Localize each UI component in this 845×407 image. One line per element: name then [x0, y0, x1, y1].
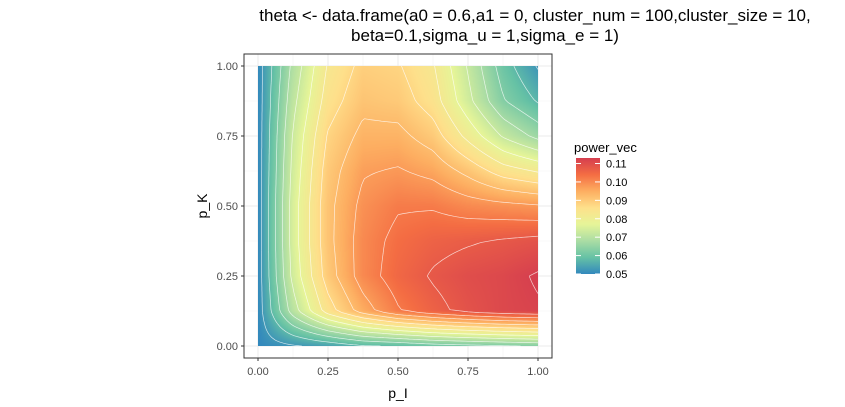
contour-line [275, 65, 539, 347]
x-axis: 0.00 0.25 0.50 0.75 1.00 [247, 358, 549, 378]
y-tick-label: 0.50 [217, 201, 238, 213]
heatmap-surface [258, 66, 538, 346]
contour-line [268, 65, 539, 347]
legend-label: 0.06 [606, 251, 627, 263]
x-axis-title: p_I [388, 385, 407, 401]
contour-line [426, 235, 539, 315]
x-tick-label: 0.00 [247, 366, 268, 378]
legend-label: 0.10 [606, 177, 627, 189]
y-axis: 0.00 0.25 0.50 0.75 1.00 [217, 61, 244, 353]
contour-line [352, 166, 539, 322]
contour-line [309, 65, 539, 333]
contour-line [261, 65, 539, 347]
contour-line [380, 210, 539, 319]
x-tick-label: 0.75 [457, 366, 478, 378]
contour-line [528, 271, 539, 294]
chart-title: theta <- data.frame(a0 = 0.6,a1 = 0, clu… [259, 6, 810, 45]
legend-label: 0.11 [606, 159, 627, 171]
legend-title: power_vec [574, 140, 637, 155]
legend-colorbar [576, 158, 600, 274]
y-tick-label: 1.00 [217, 61, 238, 73]
x-tick-label: 1.00 [527, 366, 548, 378]
contour-line [282, 65, 539, 344]
y-tick-label: 0.75 [217, 131, 238, 143]
legend: power_vec 0.05 0.06 0.07 0.08 0.09 0.10 0.11 [574, 140, 637, 281]
contour-line [298, 65, 539, 336]
y-axis-title: p_K [194, 193, 210, 219]
contour-line [333, 118, 539, 326]
legend-ticks: 0.05 0.06 0.07 0.08 0.09 0.10 0.11 [576, 159, 627, 281]
legend-label: 0.08 [606, 214, 627, 226]
contour-lines [261, 65, 539, 347]
x-tick-label: 0.25 [317, 366, 338, 378]
y-tick-label: 0.25 [217, 271, 238, 283]
legend-label: 0.09 [606, 195, 627, 207]
x-tick-label: 0.50 [387, 366, 408, 378]
contour-line [289, 65, 539, 340]
y-tick-label: 0.00 [217, 341, 238, 353]
chart-title-line-1: theta <- data.frame(a0 = 0.6,a1 = 0, clu… [259, 6, 810, 25]
chart-title-line-2: beta=0.1,sigma_u = 1,sigma_e = 1) [351, 26, 619, 45]
legend-label: 0.07 [606, 232, 627, 244]
legend-label: 0.05 [606, 269, 627, 281]
contour-line [319, 65, 539, 329]
